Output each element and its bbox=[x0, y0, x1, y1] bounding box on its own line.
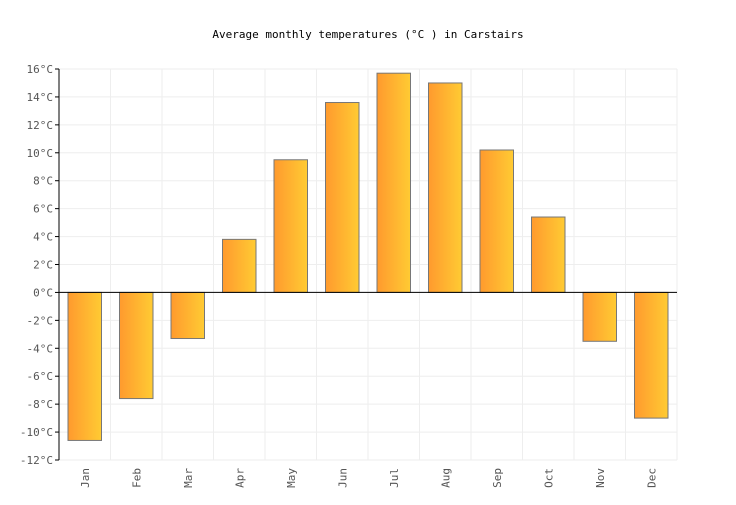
y-tick-label: 6°C bbox=[33, 203, 53, 216]
y-tick-label: 16°C bbox=[27, 63, 54, 76]
y-tick-label: -4°C bbox=[27, 342, 54, 355]
y-tick-label: 8°C bbox=[33, 175, 53, 188]
bar-apr bbox=[222, 238, 257, 293]
x-tick-label: Jan bbox=[79, 468, 92, 488]
x-tick-label: Aug bbox=[439, 468, 452, 488]
x-tick-label: Jun bbox=[336, 468, 349, 488]
x-tick-label: May bbox=[285, 468, 298, 488]
y-tick-label: -6°C bbox=[27, 370, 54, 383]
y-tick-label: -12°C bbox=[20, 454, 53, 467]
x-tick-label: Dec bbox=[645, 468, 658, 488]
y-tick-label: 12°C bbox=[27, 119, 54, 132]
x-tick-label: Apr bbox=[233, 468, 246, 488]
bar-jan bbox=[67, 291, 102, 441]
bar-mar bbox=[170, 291, 205, 340]
x-tick-label: Mar bbox=[182, 468, 195, 488]
y-tick-label: -2°C bbox=[27, 314, 54, 327]
chart-title: Average monthly temperatures (°C ) in Ca… bbox=[212, 28, 523, 41]
x-tick-label: Nov bbox=[594, 468, 607, 488]
y-tick-label: 2°C bbox=[33, 259, 53, 272]
bar-aug bbox=[428, 82, 463, 293]
x-tick-label: Jul bbox=[388, 468, 401, 488]
bar-may bbox=[273, 159, 308, 293]
y-tick-label: -10°C bbox=[20, 426, 53, 439]
bar-dec bbox=[634, 291, 669, 419]
y-tick-label: 10°C bbox=[27, 147, 54, 160]
bar-nov bbox=[582, 291, 617, 342]
bar-oct bbox=[531, 216, 566, 293]
x-tick-label: Feb bbox=[130, 468, 143, 488]
y-tick-label: 14°C bbox=[27, 91, 54, 104]
bar-jun bbox=[325, 102, 360, 293]
bar-feb bbox=[119, 291, 154, 400]
bar-sep bbox=[479, 149, 514, 293]
y-tick-label: 0°C bbox=[33, 286, 53, 299]
y-tick-label: -8°C bbox=[27, 398, 54, 411]
bar-jul bbox=[376, 72, 411, 293]
x-tick-label: Sep bbox=[491, 468, 504, 488]
y-tick-label: 4°C bbox=[33, 231, 53, 244]
x-tick-label: Oct bbox=[542, 468, 555, 488]
